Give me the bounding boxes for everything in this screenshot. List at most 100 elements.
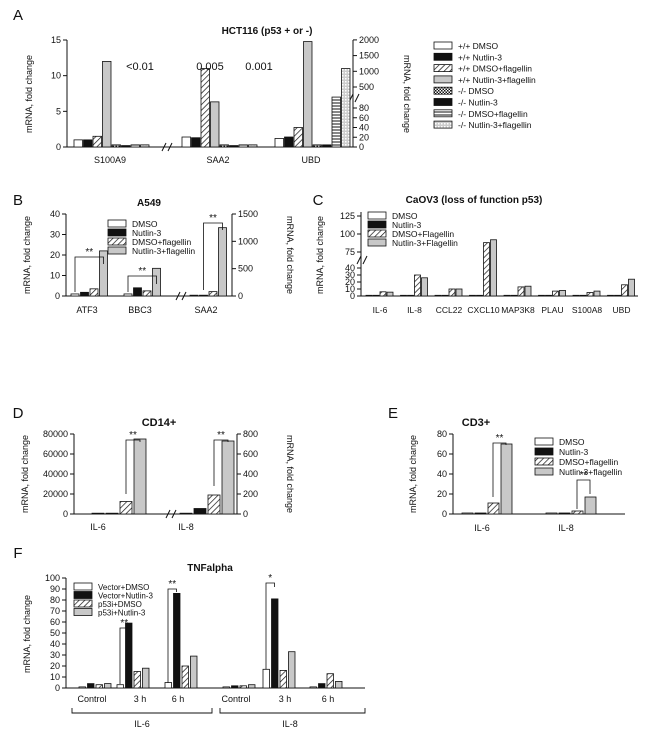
x-tick-label: UBD [613, 305, 631, 315]
y-tick-label: 20 [50, 661, 60, 671]
legend-swatch [73, 608, 93, 616]
chart-title: HCT116 (p53 + or -) [222, 26, 313, 37]
bar [78, 686, 86, 689]
bar [524, 285, 532, 297]
bar [386, 291, 394, 297]
bar [239, 685, 247, 689]
y-axis-title: mRNA, fold change [20, 435, 30, 513]
legend-label: DMSO+Flagellin [392, 229, 454, 239]
axis-break [348, 93, 360, 103]
bar [279, 670, 287, 689]
significance-label: ** [120, 618, 128, 629]
legend-swatch [367, 211, 387, 220]
y-tick-label: 100 [45, 573, 60, 583]
bar [193, 508, 207, 515]
y-tick-label: 5 [56, 106, 61, 116]
bar [510, 294, 518, 297]
y2-tick-label: 80 [359, 103, 369, 113]
significance-label: ** [138, 266, 146, 277]
panel-label-a: A [13, 7, 23, 24]
axis-break [165, 509, 177, 519]
y2-tick-label: 500 [359, 82, 374, 92]
significance-bracket [74, 256, 104, 292]
annotation: 0.005 [196, 61, 224, 73]
y2-tick-label: 0 [243, 509, 248, 519]
annotation: <0.01 [126, 61, 154, 73]
y-tick-label: 80000 [43, 429, 68, 439]
legend-label: DMSO [392, 211, 418, 221]
bar [189, 294, 199, 297]
y-axis-title: mRNA, fold change [408, 435, 418, 513]
bar [218, 227, 227, 297]
bar [238, 144, 248, 148]
y-tick-label: 0 [63, 509, 68, 519]
bar [92, 135, 102, 148]
y-tick-label: 70 [50, 606, 60, 616]
y-tick-label: 75 [345, 247, 355, 257]
bar [476, 294, 483, 297]
y-tick-label: 15 [51, 35, 61, 45]
legend-swatch [534, 437, 554, 446]
bar [80, 291, 89, 297]
x-tick-label: IL-6 [474, 523, 490, 533]
bar [284, 136, 294, 148]
significance-label: ** [209, 213, 217, 224]
x-tick-label: MAP3K8 [501, 305, 535, 315]
bar [274, 138, 284, 148]
group-bracket [219, 708, 366, 714]
bar [487, 502, 500, 515]
y-tick-label: 10 [50, 672, 60, 682]
bar [73, 139, 83, 148]
chart-title: CaOV3 (loss of function p53) [406, 195, 543, 206]
y-tick-label: 20000 [43, 489, 68, 499]
bar [173, 593, 181, 689]
x-tick-label: IL-8 [178, 522, 194, 532]
significance-label: ** [129, 430, 137, 441]
panel-label-d: D [13, 405, 24, 422]
bar [116, 684, 124, 689]
bar [559, 289, 566, 297]
axis-break [356, 255, 368, 265]
y-tick-label: 125 [340, 211, 355, 221]
legend-label: +/+ Nutlin-3+flagellin [458, 75, 536, 85]
bar [133, 671, 141, 689]
bar [91, 512, 105, 515]
bar [558, 512, 571, 515]
y-tick-label: 30 [50, 230, 60, 240]
bar [621, 284, 628, 297]
bar [372, 294, 380, 297]
legend-swatch [73, 591, 93, 599]
chart-title: CD3+ [462, 417, 490, 429]
bar [142, 667, 150, 689]
x-tick-label: Control [221, 694, 250, 704]
panel-label-f: F [13, 545, 22, 562]
legend-label: Nutlin-3+Flagellin [392, 238, 458, 248]
y-tick-label: 40000 [43, 469, 68, 479]
legend-label: Nutlin-3+flagellin [559, 467, 622, 477]
bar [179, 512, 193, 515]
x-tick-label: 3 h [279, 694, 292, 704]
bar [579, 294, 587, 297]
y2-tick-label: 40 [359, 123, 369, 133]
bar [219, 144, 229, 148]
bar [199, 294, 208, 297]
bar [95, 684, 103, 689]
significance-bracket [492, 442, 507, 497]
significance-bracket [203, 222, 223, 290]
legend-label: -/- DMSO [458, 86, 494, 96]
y-axis-title: mRNA, fold change [22, 216, 32, 294]
bar [133, 438, 147, 515]
y-tick-label: 0 [442, 509, 447, 519]
legend-swatch [107, 219, 127, 228]
legend-label: +/+ DMSO [458, 41, 499, 51]
legend-swatch [433, 75, 453, 84]
bar [614, 294, 621, 297]
bar [552, 290, 559, 297]
bar [584, 496, 597, 515]
legend-swatch [433, 52, 453, 61]
bar [105, 512, 119, 515]
legend-swatch [433, 86, 453, 95]
x-tick-label: 6 h [172, 694, 185, 704]
x-tick-label: ATF3 [76, 305, 97, 315]
